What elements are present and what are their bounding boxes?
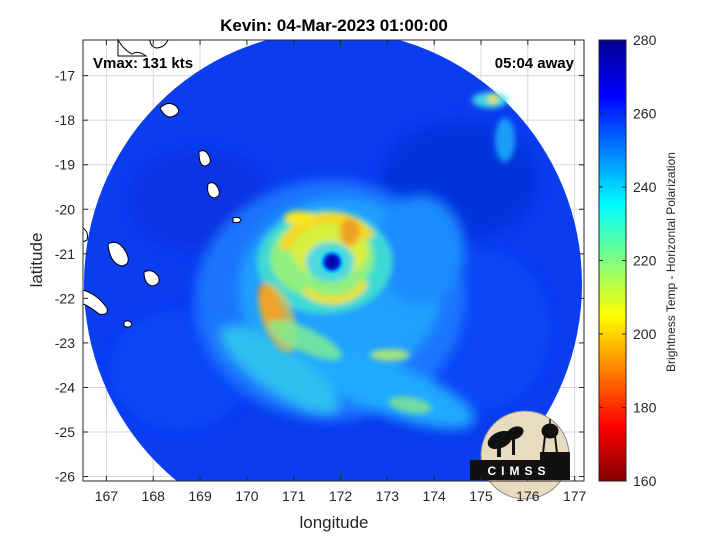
x-tick-label: 169 [188, 488, 212, 504]
x-tick-label: 173 [376, 488, 400, 504]
colorbar-ticks: 160 180 200 220 240 260 280 [599, 32, 657, 489]
island-6 [143, 270, 160, 287]
y-tick-label: -17 [55, 68, 75, 84]
x-axis-label: longitude [299, 513, 368, 532]
colorbar-tick-label: 160 [633, 473, 657, 489]
island-10 [117, 38, 148, 57]
x-tick-label: 168 [142, 488, 166, 504]
colorbar-tick-label: 220 [633, 253, 657, 269]
y-tick-label: -23 [55, 335, 75, 351]
island-2 [198, 150, 211, 167]
island-3 [207, 182, 220, 199]
x-tick-label: 171 [282, 488, 306, 504]
y-tick-label: -19 [55, 157, 75, 173]
y-tick-label: -22 [55, 290, 75, 306]
y-tick-label: -24 [55, 379, 75, 395]
brightness-temp-image [84, 40, 582, 481]
colorbar-tick-label: 200 [633, 326, 657, 342]
vmax-annotation: Vmax: 131 kts [93, 55, 193, 72]
colorbar-tick-label: 260 [633, 106, 657, 122]
island-11 [149, 39, 169, 49]
island-1 [159, 102, 180, 118]
x-tick-label: 176 [516, 488, 540, 504]
storm-eye [318, 248, 346, 276]
y-axis-ticks: -17 -18 -19 -20 -21 -22 -23 -24 -25 -26 [55, 68, 584, 485]
island-8 [123, 320, 133, 328]
time-away-annotation: 05:04 away [495, 55, 575, 72]
y-tick-label: -26 [55, 469, 75, 485]
x-tick-label: 175 [469, 488, 493, 504]
colorbar [598, 39, 627, 482]
x-tick-label: 170 [235, 488, 259, 504]
colorbar-label: Brightness Temp - Horizontal Polarizatio… [664, 152, 678, 372]
island-7 [82, 289, 108, 315]
island-9 [82, 227, 88, 243]
y-tick-label: -21 [55, 246, 75, 262]
x-axis-ticks: 167 168 169 170 171 172 173 174 175 176 177 [95, 40, 587, 504]
coastlines [82, 38, 242, 328]
y-axis-label: latitude [27, 233, 46, 288]
y-tick-label: -25 [55, 424, 75, 440]
chart-title: Kevin: 04-Mar-2023 01:00:00 [220, 16, 448, 35]
x-tick-label: 177 [563, 488, 587, 504]
axes-box [82, 39, 585, 482]
cimss-logo: CIMSS [470, 410, 570, 500]
colorbar-tick-label: 180 [633, 400, 657, 416]
colorbar-tick-label: 280 [633, 32, 657, 48]
island-5 [107, 241, 129, 267]
colorbar-tick-label: 240 [633, 179, 657, 195]
island-4 [232, 216, 242, 224]
y-tick-label: -18 [55, 112, 75, 128]
logo-text: CIMSS [487, 464, 550, 478]
x-tick-label: 174 [422, 488, 446, 504]
satellite-dish-icon [487, 426, 524, 457]
x-tick-label: 167 [95, 488, 119, 504]
x-tick-label: 172 [329, 488, 353, 504]
y-tick-label: -20 [55, 201, 75, 217]
